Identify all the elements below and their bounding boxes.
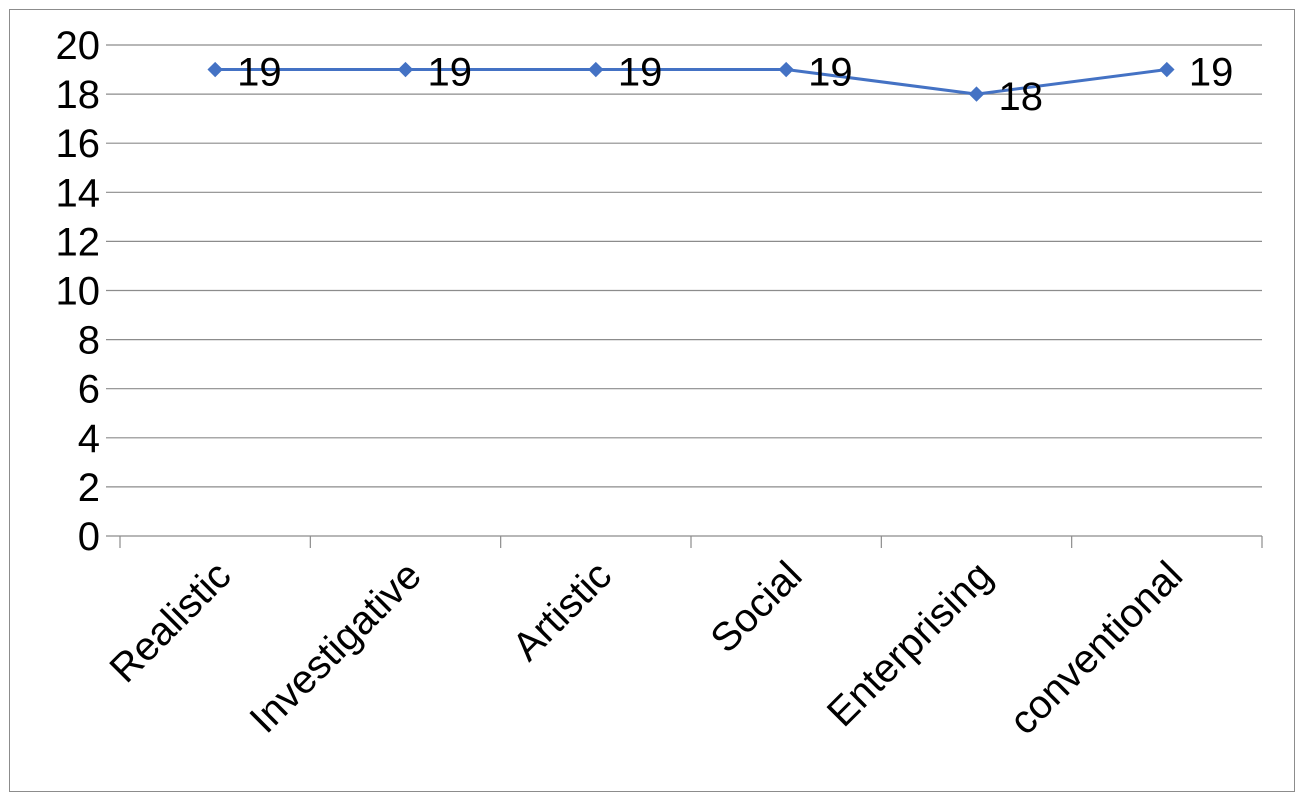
y-tick-label: 0	[78, 515, 100, 559]
chart-frame	[9, 9, 1295, 792]
y-tick-label: 6	[78, 368, 100, 412]
data-label: 19	[428, 51, 473, 95]
y-tick-label: 14	[56, 171, 101, 215]
data-label: 19	[1189, 51, 1234, 95]
data-labels: 19 19 19 19 18 19	[237, 51, 1233, 120]
y-tick-label: 2	[78, 466, 100, 510]
y-tick-label: 4	[78, 417, 100, 461]
y-tick-label: 16	[56, 122, 101, 166]
y-tick-label: 8	[78, 319, 100, 363]
x-tick-label: Investigative	[242, 553, 430, 741]
x-tick-label: Artistic	[504, 553, 620, 669]
y-tick-label: 20	[56, 24, 101, 68]
y-tick-label: 10	[56, 270, 101, 314]
x-tick-label: Enterprising	[819, 553, 1001, 735]
series-markers	[207, 61, 1175, 102]
data-label: 19	[237, 51, 282, 95]
series-line-path	[215, 68, 1168, 96]
data-point-marker	[588, 61, 604, 78]
gridlines	[106, 44, 1262, 488]
data-point-marker	[968, 86, 985, 102]
data-point-marker	[397, 61, 414, 78]
axes	[106, 535, 1263, 548]
x-tick-label: Social	[702, 553, 810, 661]
x-tick-label: Realistic	[102, 553, 240, 691]
data-label: 18	[999, 75, 1044, 119]
x-tick-labels: Realistic Investigative Artistic Social Ente…	[102, 553, 1192, 743]
data-label: 19	[618, 51, 663, 95]
data-point-marker	[1159, 61, 1175, 78]
data-point-marker	[207, 61, 223, 78]
data-point-marker	[778, 61, 794, 78]
series-line	[215, 68, 1168, 96]
y-tick-label: 18	[56, 73, 101, 117]
data-label: 19	[808, 51, 853, 95]
y-tick-label: 12	[56, 220, 101, 264]
y-tick-labels: 0 2 4 6 8 10 12 14 16 18 20	[56, 24, 101, 559]
x-tick-label: conventional	[1001, 553, 1191, 743]
